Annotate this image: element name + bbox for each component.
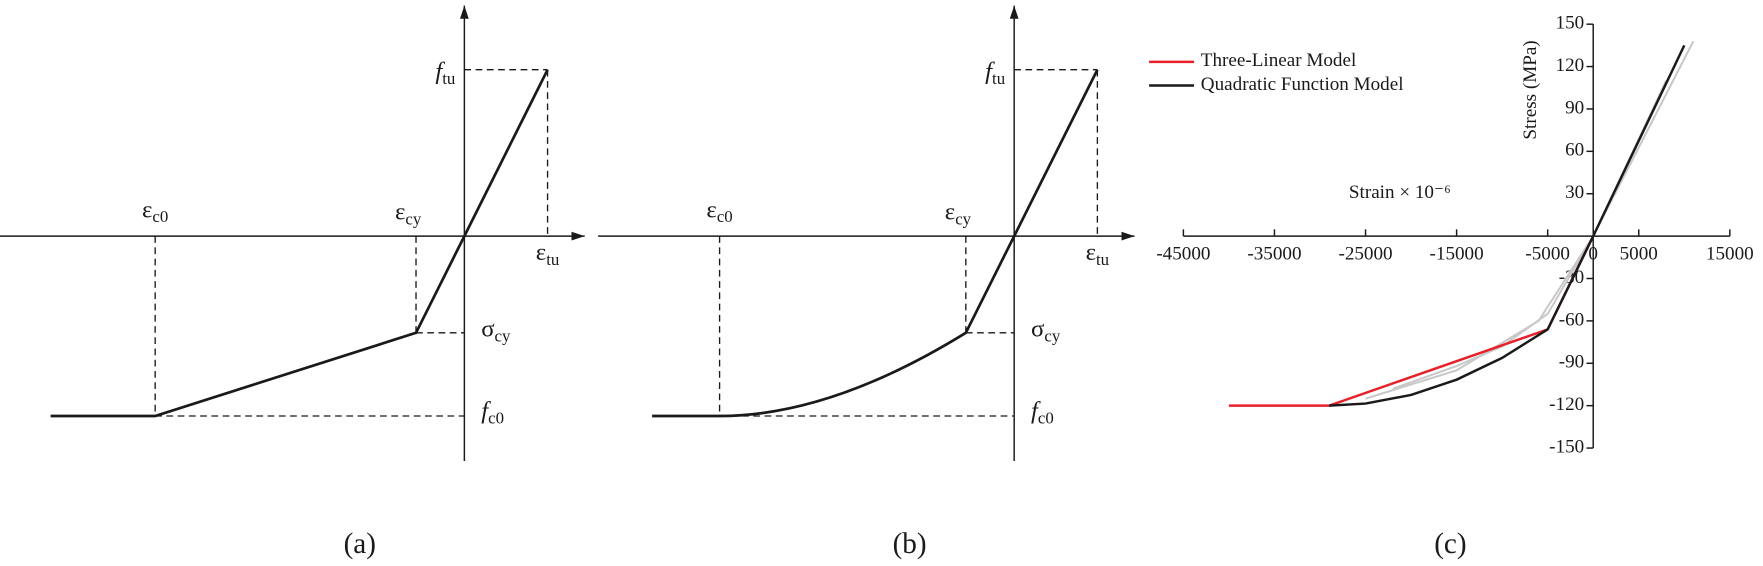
y-tick-label: -150 xyxy=(1549,436,1584,457)
subscript: c0 xyxy=(717,207,733,226)
x-tick-label: -15000 xyxy=(1430,244,1484,265)
y-axis-label: Stress (MPa) xyxy=(1520,40,1541,139)
experiment-line xyxy=(1365,40,1695,400)
subscript: cy xyxy=(495,326,511,345)
y-tick-label: 90 xyxy=(1565,97,1584,118)
symbol: ε xyxy=(1086,239,1096,266)
model-line xyxy=(1329,44,1686,407)
symbol: ε xyxy=(706,196,716,223)
x-tick-label: 5000 xyxy=(1620,244,1658,265)
legend-label: Quadratic Function Model xyxy=(1201,74,1404,95)
symbol: f xyxy=(1031,397,1041,424)
symbol: σ xyxy=(481,315,494,342)
symbol: ε xyxy=(945,198,955,225)
subscript: c0 xyxy=(488,408,504,427)
subscript: cy xyxy=(1044,326,1060,345)
symbol-label: fc0 xyxy=(1031,397,1054,427)
constitutive-curve xyxy=(50,69,549,418)
symbol-label: εc0 xyxy=(706,196,732,226)
subscript: tu xyxy=(442,69,456,88)
symbol: ε xyxy=(395,198,405,225)
symbol-label: εtu xyxy=(1086,239,1110,269)
subscript: tu xyxy=(992,69,1006,88)
symbol: ε xyxy=(536,239,546,266)
symbol: f xyxy=(985,58,995,85)
constitutive-curve xyxy=(652,69,1099,418)
subscript: tu xyxy=(546,250,560,269)
symbol-label: σcy xyxy=(1031,315,1061,345)
symbol: σ xyxy=(1031,315,1044,342)
symbol-label: ftu xyxy=(435,58,456,88)
legend-label: Three-Linear Model xyxy=(1201,50,1356,71)
subscript: cy xyxy=(955,209,971,228)
symbol-label: εtu xyxy=(536,239,560,269)
y-tick-label: 120 xyxy=(1556,55,1585,76)
symbol-label: εcy xyxy=(395,198,422,228)
y-tick-label: -90 xyxy=(1559,352,1584,373)
caption: (a) xyxy=(344,528,376,560)
x-tick-label: 15000 xyxy=(1706,244,1754,265)
y-tick-label: -120 xyxy=(1549,394,1584,415)
symbol-label: εc0 xyxy=(142,196,168,226)
subscript: tu xyxy=(1096,250,1110,269)
x-tick-label: -35000 xyxy=(1247,244,1301,265)
x-tick-label: -45000 xyxy=(1156,244,1210,265)
subscript: c0 xyxy=(152,207,168,226)
x-axis-label: Strain × 10⁻⁶ xyxy=(1349,182,1451,203)
symbol-label: σcy xyxy=(481,315,511,345)
y-tick-label: 150 xyxy=(1556,13,1585,34)
subscript: cy xyxy=(405,209,421,228)
symbol: f xyxy=(435,58,445,85)
chart-panel: -45000 -35000 -25000 -15000 -5000 0 5000 15000 -… xyxy=(1149,13,1754,560)
x-tick-label: -25000 xyxy=(1338,244,1392,265)
subscript: c0 xyxy=(1038,408,1054,427)
symbol: f xyxy=(481,397,491,424)
x-tick-label: 0 xyxy=(1588,244,1598,265)
x-tick-label: -5000 xyxy=(1525,244,1570,265)
y-tick-label: 30 xyxy=(1565,182,1584,203)
y-tick-label: 60 xyxy=(1565,140,1584,161)
symbol-label: ftu xyxy=(985,58,1006,88)
caption: (c) xyxy=(1434,528,1466,560)
caption: (b) xyxy=(893,528,927,560)
symbol: ε xyxy=(142,196,152,223)
symbol-label: εcy xyxy=(945,198,972,228)
y-tick-label: -60 xyxy=(1559,309,1584,330)
symbol-label: fc0 xyxy=(481,397,504,427)
